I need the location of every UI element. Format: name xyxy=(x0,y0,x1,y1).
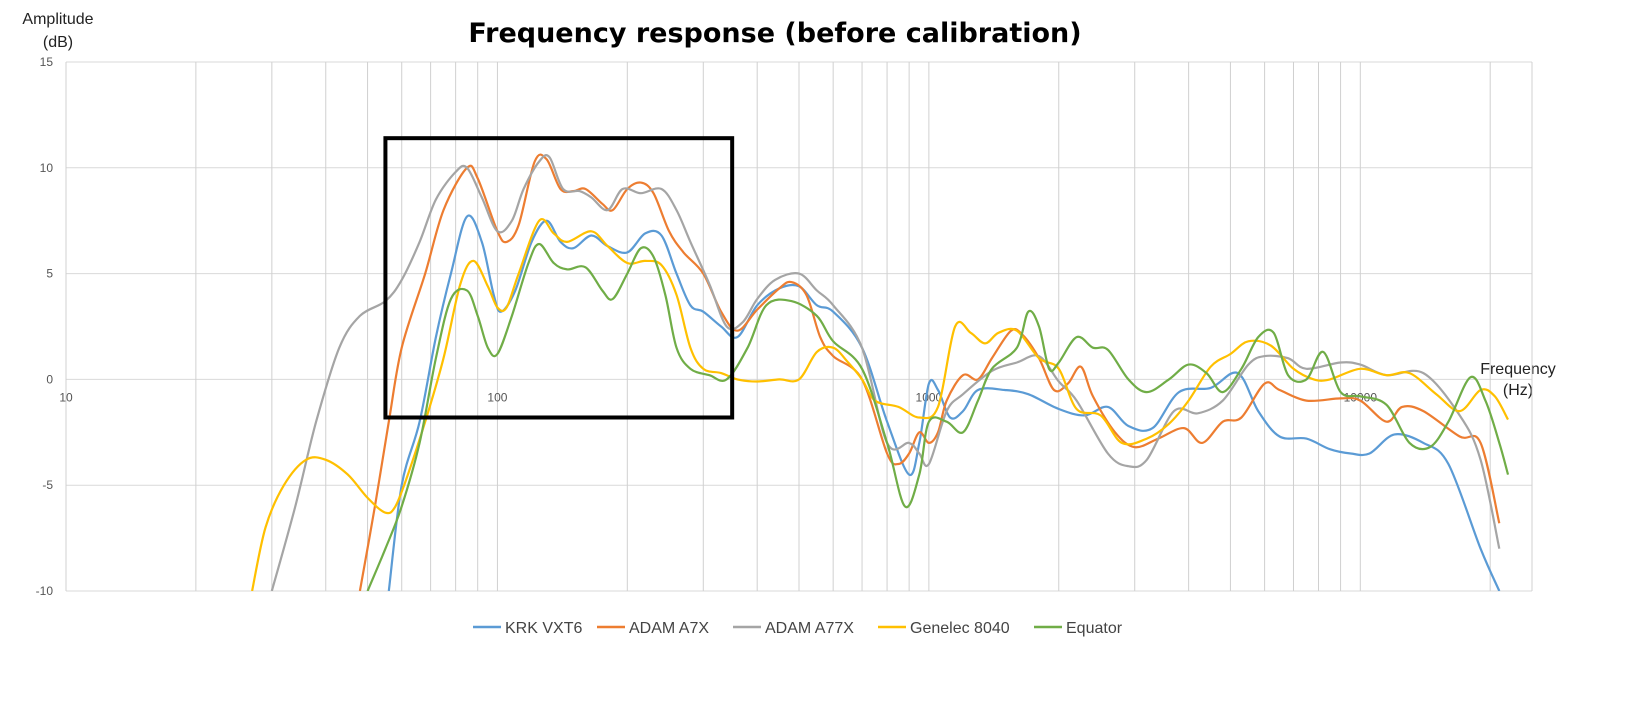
legend-item-adam-a77x: ADAM A77X xyxy=(733,620,854,637)
legend: KRK VXT6 ADAM A7X ADAM A77X Genelec 8040 Equ… xyxy=(473,620,1123,637)
y-tick-label: -10 xyxy=(36,584,54,598)
y-axis-title-line-1: Amplitude xyxy=(22,11,93,28)
x-tick-label: 100 xyxy=(487,390,507,404)
legend-label: Equator xyxy=(1066,620,1123,637)
y-tick-label: -5 xyxy=(42,478,53,492)
legend-item-equator: Equator xyxy=(1034,620,1123,637)
legend-item-genelec-8040: Genelec 8040 xyxy=(878,620,1010,637)
y-axis-title-line-2: (dB) xyxy=(43,34,73,51)
y-tick-label: 5 xyxy=(46,267,53,281)
series-line-genelec-8040 xyxy=(251,218,1509,591)
legend-label: Genelec 8040 xyxy=(910,620,1010,637)
legend-label: KRK VXT6 xyxy=(505,620,582,637)
x-tick-label: 10 xyxy=(59,390,73,404)
legend-label: ADAM A7X xyxy=(629,620,709,637)
grid-lines xyxy=(65,61,1533,592)
x-tick-label: 1000 xyxy=(916,390,943,404)
chart-title: Frequency response (before calibration) xyxy=(468,18,1081,49)
legend-item-krk-vxt6: KRK VXT6 xyxy=(473,620,582,637)
series-line-krk-vxt6 xyxy=(387,214,1501,591)
legend-item-adam-a7x: ADAM A7X xyxy=(597,620,709,637)
series-lines xyxy=(251,153,1510,591)
y-tick-label: 10 xyxy=(40,161,54,175)
series-line-equator xyxy=(366,242,1510,591)
x-axis-title-line-2: (Hz) xyxy=(1503,382,1533,399)
y-tick-label: 15 xyxy=(40,55,54,69)
series-line-adam-a77x xyxy=(270,154,1501,591)
y-tick-label: 0 xyxy=(46,372,53,386)
highlight-box xyxy=(383,136,735,420)
x-axis-title-line-1: Frequency xyxy=(1480,361,1556,378)
series-line-adam-a7x xyxy=(358,153,1501,591)
legend-label: ADAM A77X xyxy=(765,620,854,637)
